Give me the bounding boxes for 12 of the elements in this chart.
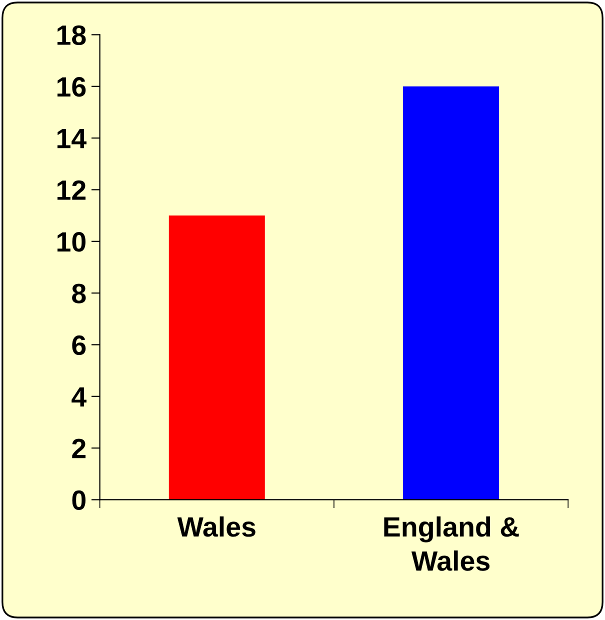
y-tick-label: 10	[57, 232, 86, 252]
y-tick-label: 4	[72, 387, 86, 406]
y-tick-label: 8	[72, 284, 86, 304]
y-tick-label: 18	[57, 25, 86, 46]
y-tick-label: 2	[72, 438, 86, 458]
y-tick-label: 0	[72, 490, 86, 510]
x-tick-label: Wales	[177, 516, 256, 537]
y-tick-label: 6	[72, 335, 86, 356]
x-tick-label: England & Wales	[384, 516, 519, 571]
y-tick-label: 16	[57, 77, 86, 97]
y-tick-label: 12	[57, 180, 86, 200]
y-tick-label: 14	[57, 129, 86, 148]
